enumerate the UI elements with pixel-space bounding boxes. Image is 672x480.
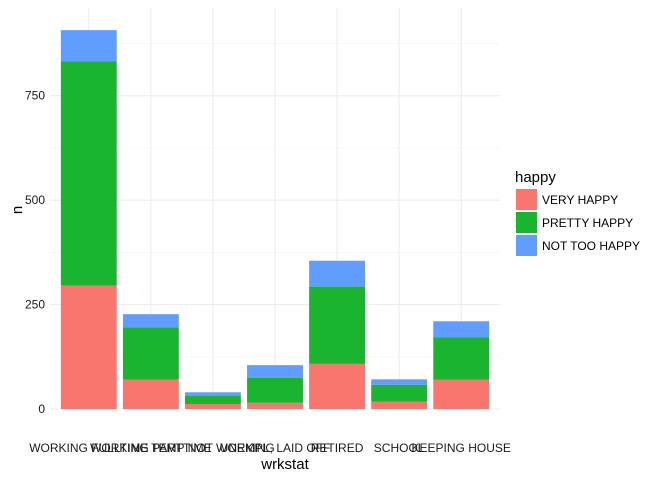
- x-tick-label: RETIRED: [311, 441, 364, 455]
- bar-segment: [433, 379, 490, 409]
- y-axis: 0 250 500 750: [25, 89, 45, 416]
- legend-swatch: [516, 235, 537, 256]
- legend-label: PRETTY HAPPY: [542, 216, 633, 230]
- legend-title: happy: [515, 169, 556, 186]
- y-tick-label: 750: [25, 89, 45, 103]
- legend: happy VERY HAPPY PRETTY HAPPY NOT TOO HAPPY: [515, 169, 640, 256]
- y-tick-label: 0: [38, 402, 45, 416]
- bar-segment: [60, 61, 117, 286]
- y-tick-label: 500: [25, 193, 45, 207]
- bar-segment: [122, 314, 179, 328]
- bar-segment: [309, 363, 365, 409]
- x-tick-label: WORKING PARTTIME: [90, 441, 212, 455]
- grid: [50, 8, 500, 410]
- y-tick-label: 250: [25, 298, 45, 312]
- x-tick-label: WORKING FULLTIME: [29, 441, 148, 455]
- legend-swatch: [516, 189, 537, 210]
- bar-segment: [60, 285, 117, 409]
- bar-segment: [60, 30, 117, 62]
- x-tick-label: UNEMPL, LAID OFF: [220, 441, 331, 455]
- bar-segment: [247, 365, 303, 378]
- x-tick-label: KEEPING HOUSE: [412, 441, 511, 455]
- bar-segment: [371, 379, 428, 385]
- bar-segment: [247, 402, 303, 409]
- bar-segment: [185, 403, 241, 409]
- bar-segment: [309, 260, 365, 287]
- bar-segment: [247, 377, 303, 403]
- bar-segment: [122, 327, 179, 380]
- bar-segment: [185, 395, 241, 404]
- bar-segment: [433, 337, 490, 380]
- x-axis-title: wrkstat: [260, 456, 309, 473]
- bar-segment: [185, 392, 241, 396]
- legend-swatch: [516, 212, 537, 233]
- y-axis-title: n: [9, 206, 26, 214]
- x-tick-label: TEMP NOT WORKING: [151, 441, 275, 455]
- bar-segment: [309, 286, 365, 364]
- x-tick-label: SCHOOL: [374, 441, 425, 455]
- bar-segment: [371, 384, 428, 402]
- legend-label: NOT TOO HAPPY: [542, 239, 640, 253]
- bar-segment: [433, 321, 490, 338]
- legend-label: VERY HAPPY: [542, 193, 618, 207]
- bars: [60, 30, 490, 409]
- bar-segment: [122, 379, 179, 409]
- bar-segment: [371, 401, 428, 409]
